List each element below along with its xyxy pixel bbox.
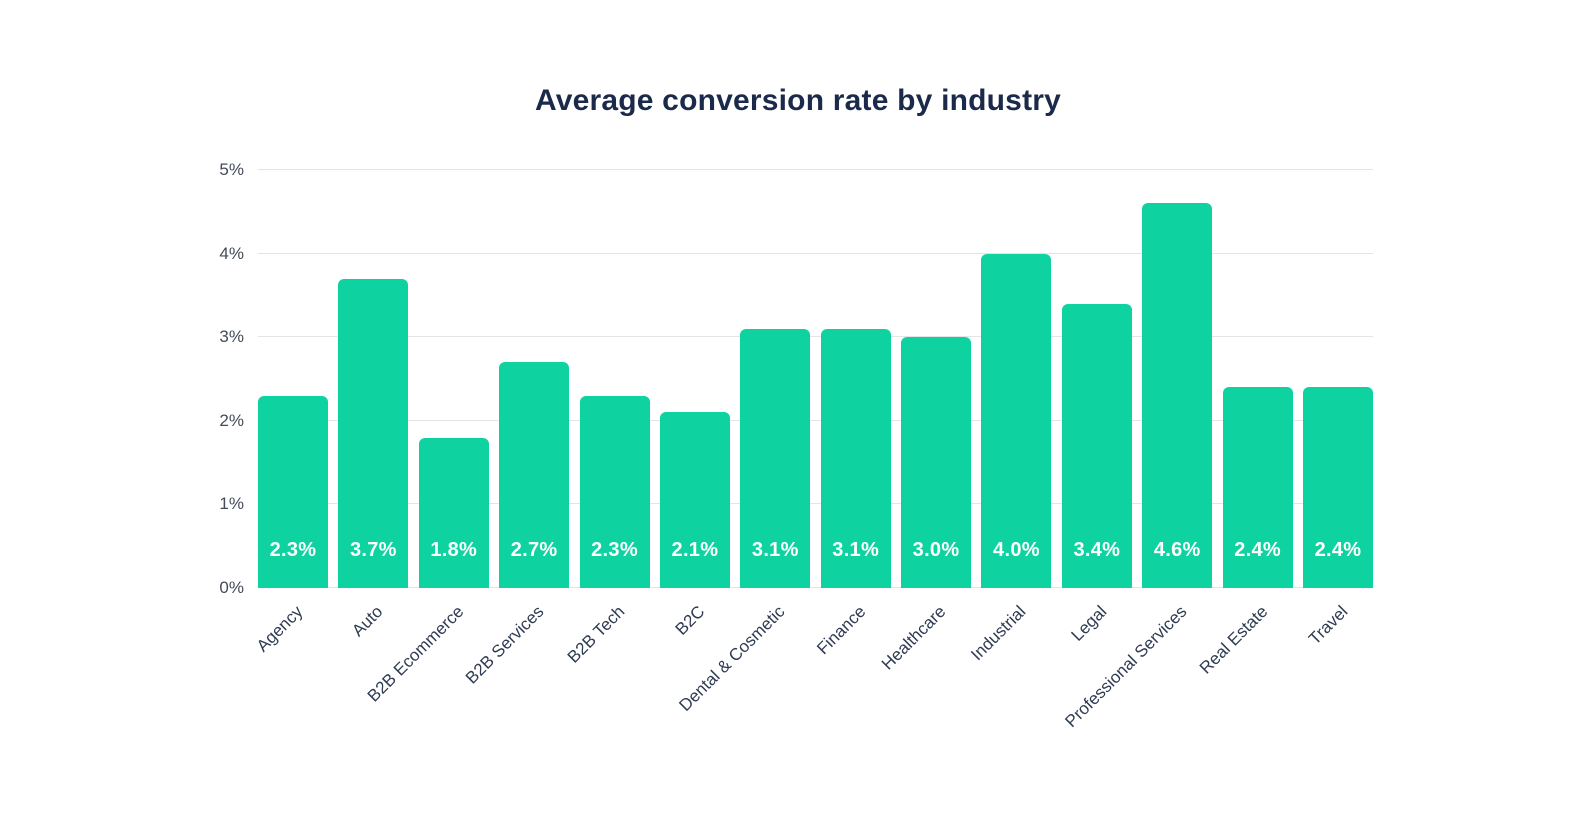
bar-healthcare: 3.0%: [901, 337, 972, 588]
gridline-1%: [258, 503, 1373, 505]
bar-travel: 2.4%: [1303, 387, 1373, 588]
bar-legal: 3.4%: [1061, 303, 1132, 588]
bar-value-label: 2.4%: [1314, 539, 1362, 561]
bar-value-label: 2.3%: [269, 539, 317, 561]
gridline-0%: [258, 587, 1373, 588]
bar-b2b-tech: 2.3%: [579, 395, 650, 588]
x-tick-label-b2c: B2C: [671, 602, 709, 639]
y-tick-label-1%: 1%: [219, 494, 244, 514]
x-tick-label-finance: Finance: [812, 602, 870, 659]
bar-value-label: 3.0%: [912, 539, 960, 561]
x-tick-label-b2b-ecommerce: B2B Ecommerce: [363, 602, 468, 706]
bar-value-label: 3.4%: [1073, 539, 1121, 561]
gridline-2%: [258, 419, 1373, 421]
bar-value-label: 3.1%: [751, 539, 799, 561]
bar-b2b-services: 2.7%: [499, 362, 570, 588]
chart-title: Average conversion rate by industry: [534, 84, 1062, 117]
x-tick-label-healthcare: Healthcare: [877, 602, 950, 674]
x-tick-label-legal: Legal: [1067, 602, 1111, 645]
bar-value-label: 2.3%: [591, 539, 638, 561]
x-tick-label-travel: Travel: [1305, 602, 1352, 649]
x-tick-label-industrial: Industrial: [967, 602, 1030, 665]
bar-value-label: 2.1%: [671, 539, 719, 561]
x-tick-label-professional-services: Professional Services: [1061, 602, 1191, 732]
bar-dental-cosmetic: 3.1%: [740, 328, 811, 588]
bar-value-label: 1.8%: [430, 539, 478, 561]
x-tick-label-b2b-tech: B2B Tech: [563, 602, 628, 667]
bar-value-label: 4.0%: [993, 539, 1040, 561]
y-tick-label-3%: 3%: [219, 327, 244, 347]
bar-b2b-ecommerce: 1.8%: [418, 437, 489, 588]
bar-real-estate: 2.4%: [1222, 387, 1293, 588]
bar-professional-services: 4.6%: [1142, 203, 1213, 588]
bar-industrial: 4.0%: [981, 253, 1052, 588]
plot-area: 2.3% 3.7% 1.8% 2.7% 2.3% 2.1% 3.1% 3.1% 3.0% 4.0%…: [258, 169, 1373, 588]
bar-value-label: 3.1%: [832, 539, 880, 561]
bar-value-label: 3.7%: [349, 539, 397, 561]
y-tick-label-4%: 4%: [219, 243, 244, 263]
bar-agency: 2.3%: [258, 395, 328, 588]
gridline-5%: [258, 169, 1373, 170]
x-tick-label-b2b-services: B2B Services: [461, 602, 548, 688]
x-tick-label-real-estate: Real Estate: [1195, 602, 1272, 678]
x-tick-label-agency: Agency: [252, 602, 307, 656]
x-tick-label-auto: Auto: [348, 602, 387, 641]
bar-finance: 3.1%: [820, 328, 891, 588]
y-tick-label-0%: 0%: [219, 578, 244, 597]
bar-value-label: 2.7%: [510, 539, 558, 561]
gridline-3%: [258, 336, 1373, 338]
y-tick-label-5%: 5%: [219, 160, 244, 179]
bar-value-label: 4.6%: [1153, 539, 1201, 561]
bar-b2c: 2.1%: [659, 412, 730, 588]
bar-auto: 3.7%: [338, 278, 409, 588]
gridline-4%: [258, 252, 1373, 254]
bar-value-label: 2.4%: [1234, 539, 1281, 561]
y-tick-label-2%: 2%: [219, 410, 244, 430]
x-tick-label-dental-cosmetic: Dental & Cosmetic: [675, 602, 789, 715]
